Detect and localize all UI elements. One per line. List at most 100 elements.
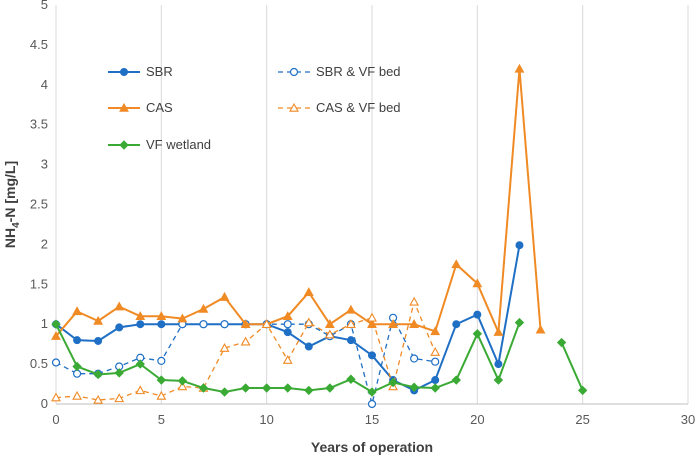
data-point (177, 381, 188, 391)
data-point (493, 327, 504, 336)
x-tick-label: 0 (52, 412, 59, 427)
legend-label: SBR & VF bed (316, 64, 401, 79)
data-point (93, 315, 104, 325)
legend-marker (289, 67, 299, 77)
series-group (51, 63, 588, 409)
legend-item: VF wetland (108, 137, 211, 152)
x-axis-title: Years of operation (311, 439, 433, 455)
data-point (219, 291, 230, 301)
x-tick-label: 25 (575, 412, 589, 427)
data-point (72, 361, 82, 372)
data-point (324, 329, 335, 339)
series-cas (51, 63, 546, 340)
data-point (430, 326, 441, 336)
data-point (198, 303, 209, 313)
data-point (452, 320, 461, 329)
data-point (157, 320, 166, 329)
data-point (472, 278, 483, 288)
data-point (73, 336, 82, 345)
data-point (219, 343, 230, 352)
data-point (240, 336, 251, 346)
data-point (325, 383, 335, 393)
data-point (304, 385, 314, 396)
data-point (388, 377, 398, 388)
legend-label: SBR (146, 64, 173, 79)
data-point (156, 375, 167, 385)
data-point (367, 387, 377, 397)
x-tick-label: 10 (259, 412, 273, 427)
data-point (156, 311, 167, 320)
data-point (114, 393, 125, 403)
y-tick-label: 3.5 (30, 117, 48, 132)
tick-labels: 0 5 10 15 20 25 30 0 0.5 1 1.5 2 2.5 3 3.5 4 4.5 5 (30, 0, 695, 427)
data-point (115, 323, 124, 332)
data-point (72, 369, 82, 378)
y-tick-label: 2 (41, 236, 48, 251)
data-point (515, 241, 524, 250)
data-point (577, 385, 588, 396)
data-point (240, 319, 251, 328)
legend-label: CAS & VF bed (316, 100, 401, 115)
data-point (135, 311, 146, 320)
data-point (345, 319, 356, 328)
data-point (157, 356, 166, 366)
legend: SBR SBR & VF bed CAS CAS & VF bed VF wetland (108, 64, 401, 152)
y-axis-title-main: NH (2, 228, 18, 248)
data-point (409, 319, 420, 328)
data-point (51, 392, 61, 402)
data-point (51, 319, 61, 329)
series-vf-wetland (51, 317, 588, 397)
legend-marker (120, 68, 128, 76)
data-point (283, 383, 293, 393)
data-point (72, 390, 83, 400)
data-point (135, 359, 145, 369)
data-point (473, 310, 482, 319)
data-point (431, 357, 440, 366)
data-point (135, 385, 146, 395)
data-point (72, 306, 83, 316)
data-point (304, 342, 313, 351)
data-point (136, 320, 145, 329)
data-point (367, 399, 377, 409)
y-tick-label: 0 (41, 396, 48, 411)
data-point (283, 328, 292, 337)
data-point (324, 319, 335, 328)
data-point (409, 382, 419, 392)
data-point (282, 354, 293, 364)
legend-marker (119, 102, 129, 112)
data-point (346, 336, 355, 345)
data-point (198, 383, 209, 393)
data-point (261, 383, 272, 393)
data-point (409, 296, 420, 306)
y-tick-label: 4.5 (30, 37, 48, 52)
y-axis-title: NH4-N [mg/L] (2, 161, 22, 248)
data-point (261, 319, 272, 328)
legend-item: SBR (108, 64, 173, 79)
data-point (431, 376, 440, 385)
data-point (177, 376, 188, 386)
data-point (114, 368, 124, 378)
y-tick-label: 1 (41, 316, 48, 331)
legend-item: CAS & VF bed (278, 100, 401, 115)
data-point (93, 369, 103, 380)
data-point (282, 311, 293, 320)
x-tick-label: 15 (365, 412, 379, 427)
gridlines (55, 5, 689, 404)
data-point (514, 317, 525, 328)
data-point (451, 375, 461, 385)
data-point (51, 358, 61, 367)
data-point (220, 320, 229, 329)
data-point (556, 337, 567, 348)
y-tick-label: 3 (41, 157, 48, 172)
data-point (451, 259, 462, 269)
x-tick-label: 30 (681, 412, 695, 427)
data-point (494, 360, 503, 369)
legend-label: CAS (146, 100, 173, 115)
legend-item: SBR & VF bed (278, 64, 401, 79)
y-tick-label: 1.5 (30, 276, 48, 291)
data-point (94, 336, 103, 345)
y-axis-title-rest: -N [mg/L] (2, 161, 18, 222)
legend-marker (119, 140, 129, 150)
data-point (345, 304, 356, 314)
